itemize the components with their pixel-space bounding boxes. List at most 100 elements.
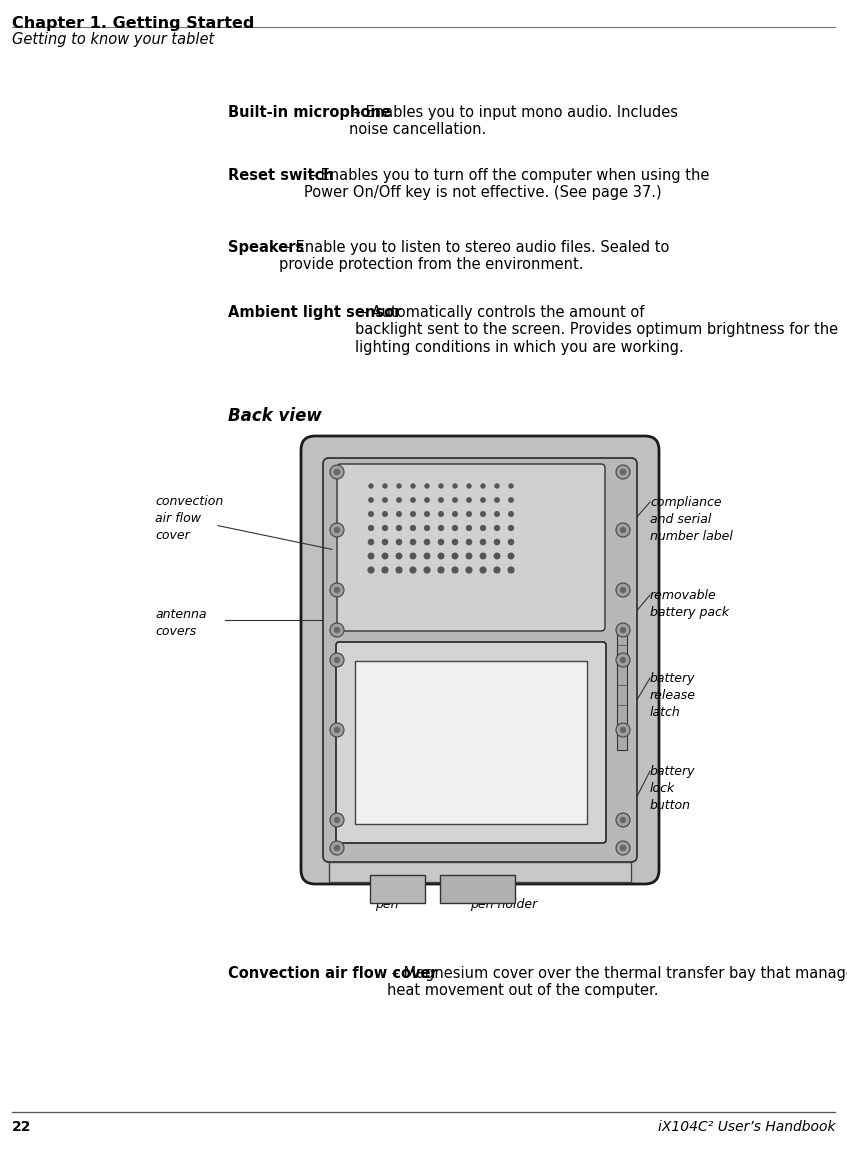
Circle shape: [369, 484, 373, 488]
Circle shape: [616, 841, 630, 855]
Text: antenna
covers: antenna covers: [155, 608, 207, 638]
Circle shape: [453, 497, 457, 502]
Circle shape: [368, 539, 374, 545]
Circle shape: [335, 527, 340, 532]
Circle shape: [439, 525, 444, 531]
Circle shape: [467, 525, 472, 531]
Circle shape: [330, 653, 344, 667]
Circle shape: [508, 525, 513, 531]
Circle shape: [452, 553, 457, 559]
Circle shape: [621, 658, 625, 662]
Circle shape: [330, 583, 344, 597]
Bar: [370, 875, 425, 902]
Circle shape: [335, 658, 340, 662]
Circle shape: [411, 539, 416, 545]
Circle shape: [480, 525, 485, 531]
Circle shape: [330, 623, 344, 637]
Circle shape: [424, 511, 429, 516]
Text: battery
release
latch: battery release latch: [650, 672, 696, 719]
Circle shape: [368, 497, 374, 502]
Text: – Enables you to turn off the computer when using the
Power On/Off key is not ef: – Enables you to turn off the computer w…: [304, 168, 710, 201]
Circle shape: [467, 511, 471, 516]
Circle shape: [439, 497, 443, 502]
Circle shape: [424, 553, 429, 559]
Circle shape: [330, 724, 344, 737]
Circle shape: [616, 653, 630, 667]
Circle shape: [616, 523, 630, 537]
Circle shape: [509, 497, 513, 502]
Circle shape: [368, 567, 374, 572]
FancyBboxPatch shape: [336, 642, 606, 844]
Circle shape: [495, 497, 499, 502]
Circle shape: [368, 553, 374, 559]
Circle shape: [621, 628, 625, 632]
Circle shape: [467, 484, 471, 488]
FancyBboxPatch shape: [301, 436, 659, 884]
Text: 22: 22: [12, 1121, 31, 1134]
Circle shape: [396, 539, 401, 545]
Circle shape: [410, 567, 416, 572]
Circle shape: [495, 539, 500, 545]
Text: Getting to know your tablet: Getting to know your tablet: [12, 32, 214, 47]
Circle shape: [453, 484, 457, 488]
Circle shape: [396, 567, 401, 572]
Circle shape: [382, 567, 388, 572]
Circle shape: [439, 484, 443, 488]
Text: Chapter 1. Getting Started: Chapter 1. Getting Started: [12, 16, 254, 31]
Circle shape: [616, 583, 630, 597]
Circle shape: [480, 553, 485, 559]
Text: Built-in microphone: Built-in microphone: [228, 105, 390, 120]
Text: compliance
and serial
number label: compliance and serial number label: [650, 496, 733, 544]
Circle shape: [466, 567, 472, 572]
Circle shape: [495, 511, 499, 516]
Text: Reset switch: Reset switch: [228, 168, 334, 183]
Circle shape: [495, 525, 500, 531]
Circle shape: [411, 511, 415, 516]
Circle shape: [494, 567, 500, 572]
Circle shape: [452, 511, 457, 516]
Circle shape: [425, 484, 429, 488]
Circle shape: [383, 511, 387, 516]
Text: – Enable you to listen to stereo audio files. Sealed to
provide protection from : – Enable you to listen to stereo audio f…: [279, 240, 669, 272]
Text: pen holder: pen holder: [470, 898, 537, 911]
Circle shape: [425, 497, 429, 502]
Circle shape: [466, 553, 472, 559]
Circle shape: [452, 539, 457, 545]
Circle shape: [424, 539, 429, 545]
Text: Ambient light sensor: Ambient light sensor: [228, 305, 401, 320]
Text: Back view: Back view: [228, 407, 322, 425]
Circle shape: [481, 511, 485, 516]
Circle shape: [330, 841, 344, 855]
Circle shape: [397, 484, 401, 488]
Text: – Automatically controls the amount of
backlight sent to the screen. Provides op: – Automatically controls the amount of b…: [355, 305, 839, 354]
Circle shape: [335, 817, 340, 823]
Circle shape: [481, 497, 485, 502]
Circle shape: [467, 539, 472, 545]
Circle shape: [411, 525, 415, 531]
Bar: [329, 862, 631, 882]
Circle shape: [438, 553, 444, 559]
Circle shape: [508, 567, 514, 572]
Text: – Enables you to input mono audio. Includes
noise cancellation.: – Enables you to input mono audio. Inclu…: [349, 105, 678, 137]
Circle shape: [439, 511, 443, 516]
Circle shape: [396, 525, 401, 531]
Circle shape: [439, 539, 444, 545]
Circle shape: [508, 553, 514, 559]
Text: Convection air flow cover: Convection air flow cover: [228, 966, 438, 981]
Text: – Magnesium cover over the thermal transfer bay that manages
heat movement out o: – Magnesium cover over the thermal trans…: [387, 966, 847, 998]
FancyBboxPatch shape: [337, 464, 605, 631]
Circle shape: [330, 523, 344, 537]
Bar: [355, 661, 587, 824]
Circle shape: [616, 465, 630, 479]
Circle shape: [383, 484, 387, 488]
Circle shape: [383, 525, 387, 531]
Circle shape: [621, 846, 625, 850]
Circle shape: [621, 470, 625, 474]
Circle shape: [411, 497, 415, 502]
Circle shape: [424, 567, 430, 572]
Circle shape: [452, 525, 457, 531]
Circle shape: [509, 511, 513, 516]
Circle shape: [452, 567, 458, 572]
Circle shape: [335, 470, 340, 474]
Text: convection
air flow
cover: convection air flow cover: [155, 495, 224, 542]
